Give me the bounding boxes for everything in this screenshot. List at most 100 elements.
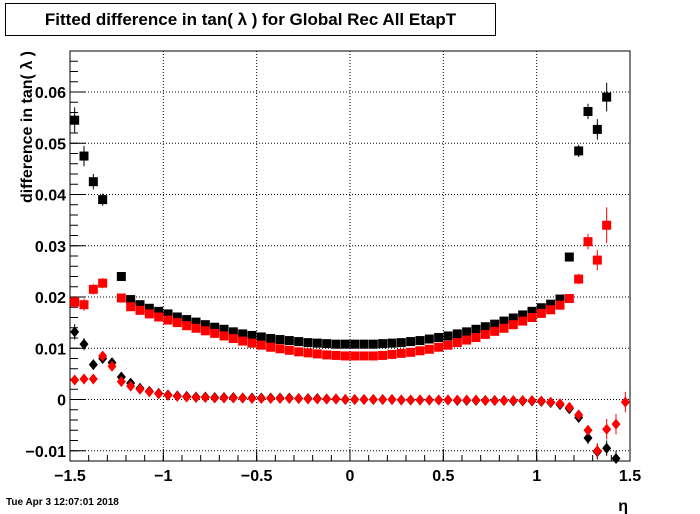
- data-point-diamond: [70, 374, 80, 386]
- data-point-square: [266, 342, 276, 352]
- data-point-diamond: [350, 394, 360, 405]
- data-point-square: [284, 336, 294, 346]
- data-point-square: [228, 334, 238, 344]
- tick-labels: −1.5 −1 −0.5 0 0.5 1 1.5 −0.01 0 0.01 0.02 0.03 0.04…: [26, 85, 642, 485]
- data-point-square: [462, 327, 472, 337]
- data-point-square: [396, 338, 406, 348]
- data-point-square: [602, 220, 612, 230]
- data-point-square: [546, 299, 556, 309]
- data-point-diamond: [88, 359, 98, 371]
- data-point-square: [154, 312, 164, 322]
- data-point-square: [583, 106, 593, 116]
- y-tick-label: 0.05: [35, 136, 66, 153]
- data-point-diamond: [387, 394, 397, 405]
- data-point-diamond: [126, 380, 136, 392]
- data-point-square: [574, 274, 584, 284]
- y-tick-label: 0: [57, 393, 66, 410]
- data-point-diamond: [368, 394, 378, 405]
- data-point-diamond: [163, 389, 173, 401]
- data-point-square: [499, 316, 509, 326]
- data-point-diamond: [79, 373, 89, 385]
- data-point-diamond: [378, 394, 388, 405]
- y-tick-label: −0.01: [26, 444, 67, 461]
- series-3-diamond: [70, 350, 630, 459]
- data-point-square: [182, 321, 192, 331]
- data-point-square: [424, 344, 434, 354]
- data-point-square: [172, 318, 182, 328]
- data-point-square: [564, 252, 574, 262]
- data-point-square: [126, 295, 136, 305]
- data-point-square: [126, 302, 136, 312]
- data-point-diamond: [555, 398, 565, 410]
- data-point-square: [536, 308, 546, 318]
- data-point-diamond: [452, 394, 462, 406]
- data-point-square: [340, 351, 350, 361]
- data-point-diamond: [592, 445, 602, 457]
- data-point-diamond: [611, 418, 621, 430]
- data-point-square: [415, 346, 425, 356]
- x-tick-label: −1: [154, 468, 172, 485]
- x-tick-label: 0.5: [432, 468, 454, 485]
- data-point-diamond: [294, 392, 304, 404]
- data-point-diamond: [172, 390, 182, 402]
- data-point-square: [602, 92, 612, 102]
- series-0-square: [70, 82, 612, 349]
- x-tick-label: −1.5: [54, 468, 86, 485]
- data-point-square: [424, 334, 434, 344]
- data-point-square: [135, 300, 145, 310]
- data-point-square: [70, 115, 80, 125]
- data-points: [70, 82, 630, 464]
- data-point-square: [284, 345, 294, 355]
- data-point-diamond: [602, 423, 612, 435]
- data-point-diamond: [462, 394, 472, 406]
- data-point-square: [508, 313, 518, 323]
- data-point-square: [527, 313, 537, 322]
- x-tick-label: 1.5: [619, 468, 641, 485]
- data-point-square: [331, 339, 341, 349]
- data-point-diamond: [312, 393, 322, 405]
- data-point-square: [368, 351, 378, 361]
- data-point-diamond: [116, 376, 126, 388]
- data-point-diamond: [574, 409, 584, 421]
- data-point-square: [256, 332, 266, 342]
- data-point-square: [490, 326, 500, 336]
- data-point-square: [228, 327, 238, 337]
- grid: [70, 51, 630, 461]
- data-point-diamond: [359, 394, 369, 405]
- data-point-diamond: [406, 394, 416, 406]
- data-point-square: [471, 332, 481, 342]
- data-point-square: [555, 300, 565, 310]
- data-point-square: [135, 305, 145, 315]
- data-point-square: [415, 336, 425, 346]
- data-point-diamond: [527, 395, 537, 407]
- data-point-diamond: [154, 388, 164, 400]
- data-point-diamond: [284, 392, 294, 404]
- data-point-square: [294, 337, 304, 347]
- data-point-diamond: [564, 401, 574, 413]
- data-point-square: [546, 305, 556, 315]
- data-point-square: [238, 336, 248, 346]
- data-point-diamond: [275, 392, 285, 404]
- data-point-square: [350, 351, 360, 361]
- data-point-diamond: [443, 394, 453, 406]
- data-point-square: [238, 329, 248, 339]
- data-point-diamond: [322, 393, 332, 405]
- data-point-square: [322, 339, 332, 349]
- data-point-square: [452, 329, 462, 339]
- data-point-diamond: [518, 395, 528, 407]
- data-point-diamond: [424, 394, 434, 406]
- data-point-square: [247, 338, 257, 348]
- data-point-square: [191, 323, 201, 333]
- data-point-square: [210, 322, 220, 332]
- data-point-diamond: [490, 395, 500, 407]
- data-point-diamond: [303, 393, 313, 405]
- data-point-square: [210, 328, 220, 338]
- data-point-diamond: [583, 432, 593, 444]
- data-point-diamond: [583, 424, 593, 436]
- data-point-square: [406, 337, 416, 347]
- data-point-square: [462, 335, 472, 345]
- y-tick-label: 0.06: [35, 85, 66, 102]
- data-point-diamond: [508, 395, 518, 407]
- data-point-diamond: [238, 392, 248, 404]
- data-point-diamond: [210, 392, 220, 404]
